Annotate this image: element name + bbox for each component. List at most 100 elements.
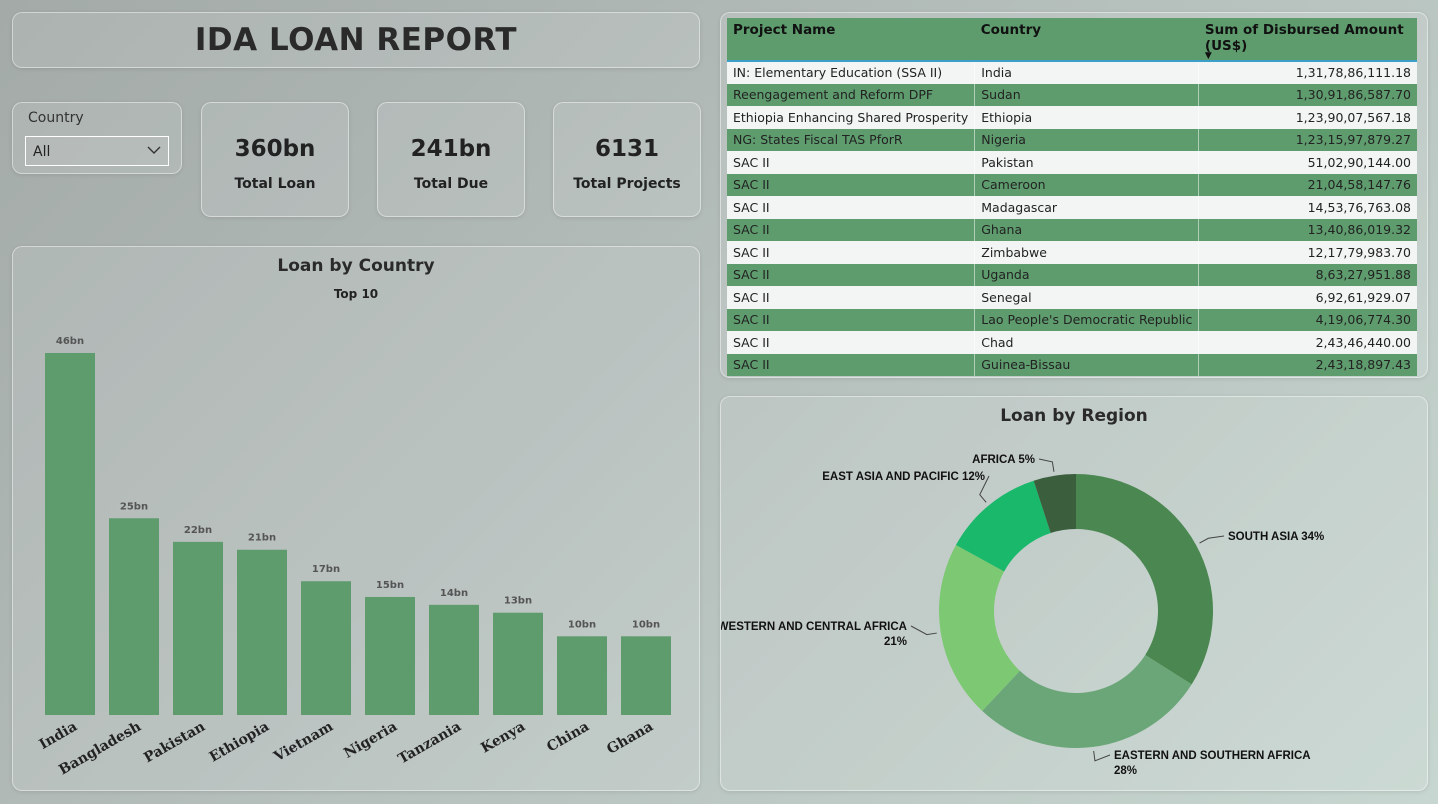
- cell-project-name: SAC II: [727, 353, 976, 376]
- cell-country: Chad: [974, 331, 1200, 354]
- bar-chart-subtitle: Top 10: [333, 287, 379, 301]
- kpi-total-due-label: Total Due: [413, 176, 489, 192]
- cell-amount: 1,23,15,97,879.27: [1198, 128, 1417, 151]
- col-header-country-label: Country: [980, 22, 1042, 38]
- donut-slice-label: AFRICA 5%: [972, 454, 1035, 466]
- donut-slice-eastern-and-southern-africa[interactable]: [982, 654, 1192, 748]
- bar-tanzania[interactable]: [429, 604, 479, 715]
- loan-by-region-chart: Loan by Region SOUTH ASIA 34% EASTERN AND…: [720, 396, 1428, 791]
- donut-chart-title: Loan by Region: [1000, 406, 1148, 426]
- table-row[interactable]: IN: Elementary Education (SSA II) India 1,…: [727, 61, 1417, 84]
- donut-slice-africa[interactable]: [1033, 474, 1076, 534]
- cell-country: India: [974, 61, 1200, 84]
- kpi-total-projects-value: 6131: [594, 136, 659, 162]
- cell-amount: 4,19,06,774.30: [1198, 308, 1417, 331]
- table-header-row: Project Name Country Sum of Disbursed Am…: [727, 18, 1417, 62]
- table-row[interactable]: SAC II Senegal 6,92,61,929.07: [727, 286, 1417, 309]
- bar-data-label: 10bn: [632, 619, 660, 630]
- x-axis-tick-label: Ethiopia: [207, 719, 272, 766]
- bar-ethiopia[interactable]: [237, 549, 287, 715]
- table-row[interactable]: Ethiopia Enhancing Shared Prosperity Ethi…: [727, 106, 1417, 129]
- bar-ghana[interactable]: [621, 636, 671, 715]
- bar-pakistan[interactable]: [173, 541, 223, 715]
- report-title-card: IDA LOAN REPORT: [12, 12, 700, 68]
- cell-country: Nigeria: [974, 128, 1200, 151]
- cell-country: Zimbabwe: [974, 241, 1200, 264]
- donut-slice-western-and-central-africa[interactable]: [939, 544, 1020, 711]
- table-row[interactable]: SAC II Ghana 13,40,86,019.32: [727, 218, 1417, 241]
- kpi-total-loan-label: Total Loan: [234, 176, 316, 192]
- project-table: Project Name Country Sum of Disbursed Am…: [727, 18, 1417, 376]
- loan-by-country-chart: Loan by Country Top 10 46bn India 25bn Bang…: [12, 246, 700, 791]
- cell-amount: 1,31,78,86,111.18: [1198, 61, 1417, 84]
- x-axis-tick-label: Pakistan: [141, 719, 208, 767]
- x-axis-tick-label: India: [37, 719, 80, 753]
- table-row[interactable]: SAC II Guinea-Bissau 2,43,18,897.43: [727, 353, 1417, 376]
- donut-slice-label: WESTERN AND CENTRAL AFRICA: [721, 621, 907, 633]
- table-row[interactable]: SAC II Uganda 8,63,27,951.88: [727, 263, 1417, 286]
- country-dropdown-value: All: [33, 144, 51, 160]
- donut-leader-line: [910, 625, 937, 636]
- table-row[interactable]: SAC II Chad 2,43,46,440.00: [727, 331, 1417, 354]
- cell-project-name: SAC II: [727, 241, 976, 264]
- bar-data-label: 21bn: [248, 533, 276, 544]
- bar-india[interactable]: [45, 353, 95, 715]
- bar-china[interactable]: [557, 636, 607, 715]
- cell-amount: 12,17,79,983.70: [1198, 241, 1417, 264]
- col-header-country[interactable]: Country: [974, 18, 1199, 62]
- donut-slice-label: EAST ASIA AND PACIFIC 12%: [822, 471, 985, 483]
- cell-country: Cameroon: [974, 173, 1200, 196]
- donut-slice-label: EASTERN AND SOUTHERN AFRICA: [1114, 750, 1311, 762]
- report-title: IDA LOAN REPORT: [194, 22, 518, 58]
- cell-amount: 1,30,91,86,587.70: [1198, 83, 1417, 106]
- country-slicer: Country All: [12, 102, 182, 174]
- cell-project-name: Ethiopia Enhancing Shared Prosperity: [727, 106, 976, 129]
- bar-data-label: 46bn: [56, 336, 84, 347]
- cell-country: Senegal: [974, 286, 1200, 309]
- bar-nigeria[interactable]: [365, 596, 415, 715]
- col-header-amount-label: Sum of Disbursed Amount (US$): [1204, 22, 1404, 54]
- table-row[interactable]: SAC II Lao People's Democratic Republic 4,…: [727, 308, 1417, 331]
- table-row[interactable]: NG: States Fiscal TAS PforR Nigeria 1,23,1…: [727, 128, 1417, 151]
- x-axis-tick-label: Vietnam: [271, 719, 337, 766]
- sort-descending-icon: ▼: [1204, 51, 1212, 61]
- cell-amount: 2,43,46,440.00: [1198, 331, 1417, 354]
- kpi-total-due-value: 241bn: [410, 136, 492, 162]
- cell-amount: 1,23,90,07,567.18: [1198, 106, 1417, 129]
- donut-chart-canvas: SOUTH ASIA 34% EASTERN AND SOUTHERN AFRIC…: [721, 454, 1324, 777]
- table-row[interactable]: SAC II Cameroon 21,04,58,147.76: [727, 173, 1417, 196]
- cell-project-name: SAC II: [727, 263, 976, 286]
- cell-project-name: SAC II: [727, 308, 976, 331]
- bar-vietnam[interactable]: [301, 581, 351, 715]
- col-header-amount[interactable]: Sum of Disbursed Amount (US$) ▼: [1198, 18, 1417, 62]
- cell-amount: 21,04,58,147.76: [1198, 173, 1417, 196]
- cell-country: Sudan: [974, 83, 1200, 106]
- cell-country: Guinea-Bissau: [974, 353, 1200, 376]
- x-axis-tick-label: Nigeria: [341, 719, 400, 762]
- table-row[interactable]: SAC II Zimbabwe 12,17,79,983.70: [727, 241, 1417, 264]
- table-row[interactable]: Reengagement and Reform DPF Sudan 1,30,91,…: [727, 83, 1417, 106]
- col-header-project-label: Project Name: [733, 22, 836, 38]
- bar-kenya[interactable]: [493, 612, 543, 715]
- kpi-total-projects: 6131 Total Projects: [553, 102, 701, 217]
- donut-leader-line: [1093, 750, 1111, 762]
- table-row[interactable]: SAC II Pakistan 51,02,90,144.00: [727, 151, 1417, 174]
- table-row[interactable]: SAC II Madagascar 14,53,76,763.08: [727, 196, 1417, 219]
- bar-bangladesh[interactable]: [109, 518, 159, 715]
- cell-project-name: Reengagement and Reform DPF: [727, 83, 976, 106]
- donut-slice-label: 21%: [884, 636, 907, 648]
- donut-slice-east-asia-and-pacific[interactable]: [955, 480, 1051, 572]
- cell-country: Ghana: [974, 218, 1200, 241]
- donut-slice-south-asia[interactable]: [1076, 474, 1213, 685]
- cell-project-name: SAC II: [727, 286, 976, 309]
- bar-data-label: 14bn: [440, 588, 468, 599]
- col-header-project[interactable]: Project Name: [727, 18, 975, 62]
- country-slicer-label: Country: [28, 110, 84, 126]
- donut-slice-label: 28%: [1114, 765, 1137, 777]
- cell-project-name: IN: Elementary Education (SSA II): [727, 61, 976, 84]
- cell-country: Ethiopia: [974, 106, 1200, 129]
- bar-data-label: 17bn: [312, 564, 340, 575]
- kpi-total-loan-value: 360bn: [234, 136, 316, 162]
- bar-data-label: 10bn: [568, 619, 596, 630]
- country-dropdown[interactable]: All: [25, 136, 169, 166]
